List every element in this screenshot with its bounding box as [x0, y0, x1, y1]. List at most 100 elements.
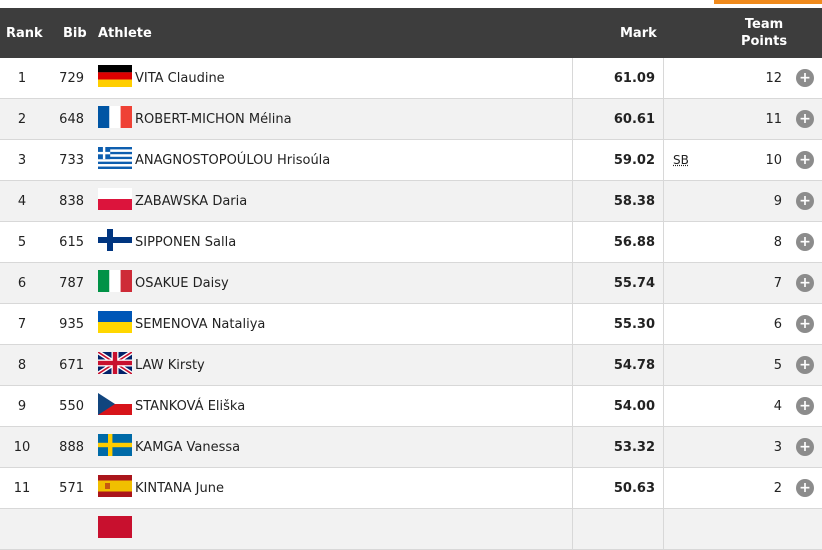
rank-cell: 7 — [17, 316, 27, 332]
plus-circle-icon[interactable]: + — [796, 263, 814, 303]
team-points-cell: 11 — [765, 111, 782, 127]
season-best-note[interactable]: SB — [673, 153, 689, 167]
rank-cell: 5 — [17, 234, 27, 250]
plus-circle-icon[interactable]: + — [796, 99, 814, 139]
bib-cell: 729 — [59, 70, 84, 86]
results-table-body: 1 729 VITA Claudine 61.09 12 +2 648 ROBERT-MICH… — [0, 58, 822, 550]
mark-cell: 54.00 — [572, 386, 664, 426]
czech-flag-icon — [98, 393, 132, 415]
ukraine-flag-icon — [98, 311, 132, 333]
athlete-name[interactable]: ANAGNOSTOPOÚLOU Hrisoúla — [135, 152, 331, 168]
mark-cell: 50.63 — [572, 468, 664, 508]
results-table-header: Rank Bib Athlete Mark Team Points — [0, 8, 822, 58]
mark-cell: 55.74 — [572, 263, 664, 303]
athlete-name[interactable]: LAW Kirsty — [135, 357, 205, 373]
table-row[interactable]: 9 550 STANKOVÁ Eliška 54.00 4 + — [0, 386, 822, 427]
bib-cell: 615 — [59, 234, 84, 250]
mark-cell: 56.88 — [572, 222, 664, 262]
header-mark[interactable]: Mark — [620, 25, 657, 41]
table-row[interactable]: 6 787 OSAKUE Daisy 55.74 7 + — [0, 263, 822, 304]
plus-circle-icon[interactable]: + — [796, 468, 814, 508]
mark-cell: 53.32 — [572, 427, 664, 467]
france-flag-icon — [98, 106, 132, 128]
plus-circle-icon[interactable]: + — [796, 345, 814, 385]
header-team-points-line2: Points — [740, 34, 788, 49]
bib-cell: 648 — [59, 111, 84, 127]
finland-flag-icon — [98, 229, 132, 251]
greece-flag-icon — [98, 147, 132, 169]
athlete-name[interactable]: VITA Claudine — [135, 70, 225, 86]
plus-circle-icon[interactable]: + — [796, 58, 814, 98]
team-points-cell: 7 — [773, 275, 782, 291]
mark-cell — [572, 509, 664, 549]
rank-cell: 4 — [17, 193, 27, 209]
table-row[interactable]: 3 733 ANAGNOSTOPOÚLOU Hrisoúla 59.02 SB 10 + — [0, 140, 822, 181]
team-points-cell: 6 — [773, 316, 782, 332]
bib-cell: 888 — [59, 439, 84, 455]
orange-tab-accent[interactable] — [714, 0, 822, 4]
table-row[interactable]: 11 571 KINTANA June 50.63 2 + — [0, 468, 822, 509]
table-row[interactable]: 1 729 VITA Claudine 61.09 12 + — [0, 58, 822, 99]
mark-cell: 60.61 — [572, 99, 664, 139]
plus-circle-icon[interactable]: + — [796, 140, 814, 180]
rank-cell: 2 — [17, 111, 27, 127]
rank-cell: 10 — [13, 439, 31, 455]
plus-circle-icon[interactable]: + — [796, 304, 814, 344]
bib-cell: 935 — [59, 316, 84, 332]
germany-flag-icon — [98, 65, 132, 87]
athlete-name[interactable]: SEMENOVA Nataliya — [135, 316, 266, 332]
uk-flag-icon — [98, 352, 132, 374]
athlete-name[interactable]: KAMGA Vanessa — [135, 439, 241, 455]
bib-cell: 733 — [59, 152, 84, 168]
team-points-cell: 12 — [765, 70, 782, 86]
plus-circle-icon[interactable]: + — [796, 427, 814, 467]
rank-cell: 11 — [13, 480, 31, 496]
poland-flag-icon — [98, 188, 132, 210]
athlete-name[interactable]: ZABAWSKA Daria — [135, 193, 248, 209]
header-team-points-line1: Team — [744, 17, 784, 32]
bib-cell: 571 — [59, 480, 84, 496]
header-team-points[interactable]: Team Points — [728, 8, 800, 58]
athlete-name[interactable]: STANKOVÁ Eliška — [135, 398, 246, 414]
plus-circle-icon[interactable]: + — [796, 181, 814, 221]
table-row[interactable]: 7 935 SEMENOVA Nataliya 55.30 6 + — [0, 304, 822, 345]
bib-cell: 787 — [59, 275, 84, 291]
rank-cell: 6 — [17, 275, 27, 291]
table-row[interactable]: 8 671 LAW Kirsty 54.78 5 + — [0, 345, 822, 386]
partial-flag-icon — [98, 516, 132, 538]
rank-cell: 8 — [17, 357, 27, 373]
table-row[interactable]: 4 838 ZABAWSKA Daria 58.38 9 + — [0, 181, 822, 222]
mark-cell: 58.38 — [572, 181, 664, 221]
bib-cell: 838 — [59, 193, 84, 209]
table-row[interactable] — [0, 509, 822, 550]
rank-cell: 9 — [17, 398, 27, 414]
header-rank[interactable]: Rank — [6, 25, 43, 41]
bib-cell: 550 — [59, 398, 84, 414]
team-points-cell: 3 — [773, 439, 782, 455]
team-points-cell: 2 — [773, 480, 782, 496]
team-points-cell: 8 — [773, 234, 782, 250]
team-points-cell: 4 — [773, 398, 782, 414]
plus-circle-icon[interactable]: + — [796, 386, 814, 426]
header-athlete[interactable]: Athlete — [98, 25, 152, 41]
header-bib[interactable]: Bib — [63, 25, 87, 41]
team-points-cell: 9 — [773, 193, 782, 209]
mark-cell: 54.78 — [572, 345, 664, 385]
mark-cell: 61.09 — [572, 58, 664, 98]
bib-cell: 671 — [59, 357, 84, 373]
athlete-name[interactable]: OSAKUE Daisy — [135, 275, 229, 291]
athlete-name[interactable]: KINTANA June — [135, 480, 224, 496]
plus-circle-icon[interactable]: + — [796, 222, 814, 262]
rank-cell: 3 — [17, 152, 27, 168]
athlete-name[interactable]: SIPPONEN Salla — [135, 234, 237, 250]
rank-cell: 1 — [17, 70, 27, 86]
mark-cell: 55.30 — [572, 304, 664, 344]
spain-flag-icon — [98, 475, 132, 497]
mark-cell: 59.02 — [572, 140, 664, 180]
team-points-cell: 5 — [773, 357, 782, 373]
table-row[interactable]: 10 888 KAMGA Vanessa 53.32 3 + — [0, 427, 822, 468]
table-row[interactable]: 2 648 ROBERT-MICHON Mélina 60.61 11 + — [0, 99, 822, 140]
sweden-flag-icon — [98, 434, 132, 456]
table-row[interactable]: 5 615 SIPPONEN Salla 56.88 8 + — [0, 222, 822, 263]
athlete-name[interactable]: ROBERT-MICHON Mélina — [135, 111, 292, 127]
